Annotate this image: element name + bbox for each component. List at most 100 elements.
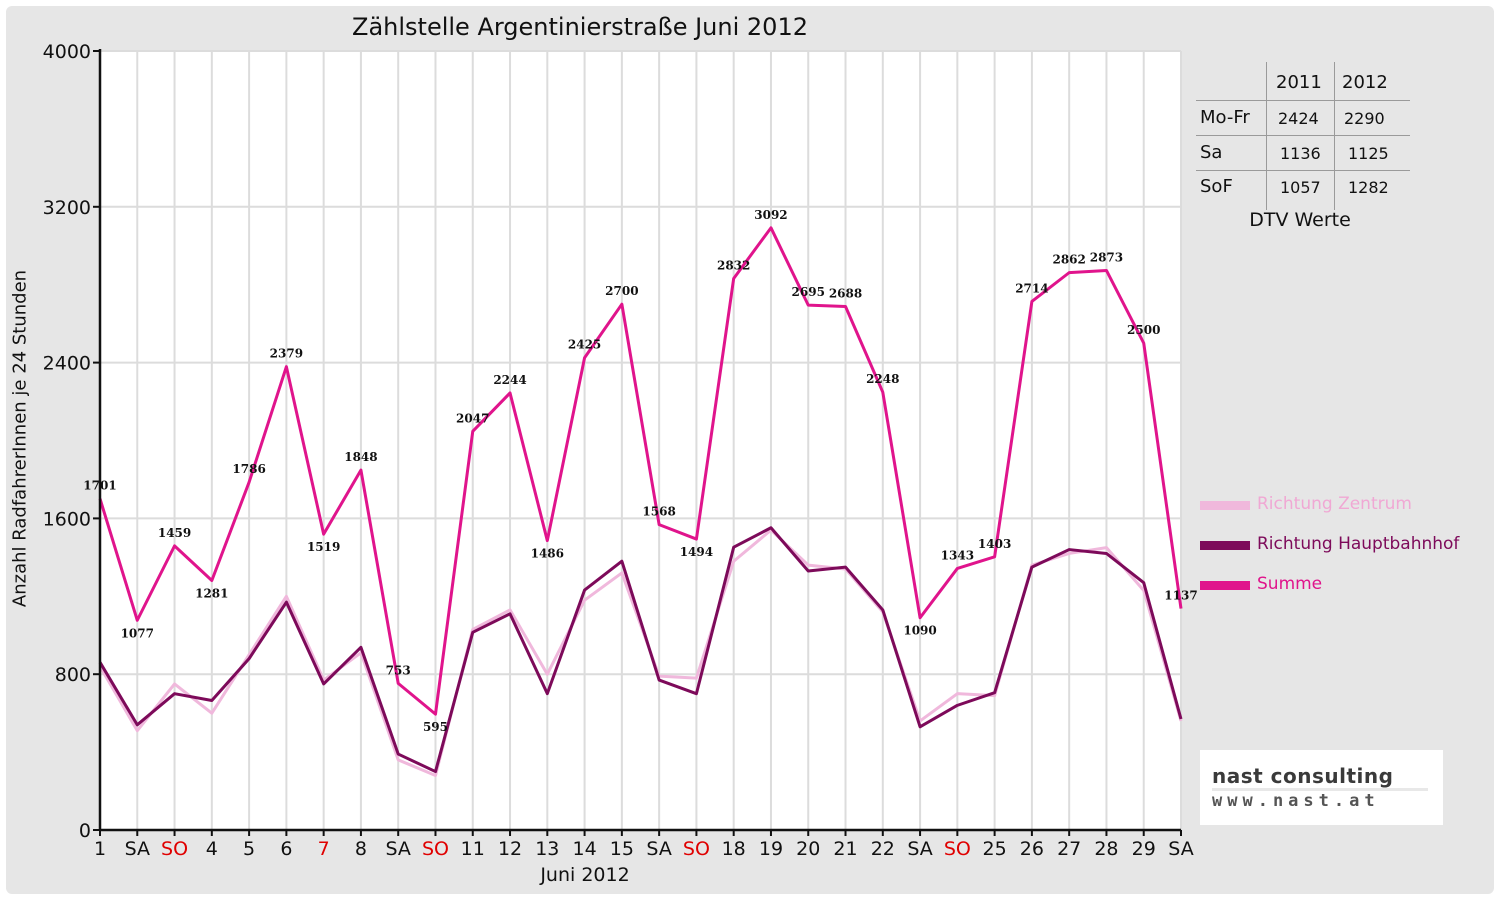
x-tick-label: 8 — [355, 838, 367, 860]
y-tick-label: 0 — [79, 820, 91, 842]
data-label: 2688 — [829, 287, 862, 301]
x-tick-label: 20 — [796, 838, 820, 860]
y-tick-label: 1600 — [43, 508, 91, 530]
company-logo: nast consulting www.nast.at — [1200, 750, 1443, 825]
x-tick-label: 12 — [498, 838, 522, 860]
legend-label: Richtung Zentrum — [1257, 494, 1412, 514]
data-label: 2244 — [493, 373, 526, 387]
table-cell: 1136 — [1280, 144, 1321, 163]
x-tick-label: 15 — [610, 838, 634, 860]
table-divider — [1196, 170, 1410, 171]
data-label: 2714 — [1015, 281, 1048, 295]
table-header-2011: 2011 — [1276, 72, 1322, 93]
table-cell: 1057 — [1280, 178, 1321, 197]
y-tick-label: 800 — [55, 664, 91, 686]
data-label: 1701 — [83, 479, 116, 493]
table-caption: DTV Werte — [1249, 209, 1351, 231]
x-tick-label: 1 — [94, 838, 106, 860]
data-label: 3092 — [754, 208, 787, 222]
legend-swatch — [1200, 501, 1250, 510]
data-label: 753 — [386, 663, 411, 677]
data-label: 2379 — [270, 347, 303, 361]
data-label: 1494 — [680, 545, 713, 559]
table-row-label: Mo-Fr — [1200, 107, 1250, 128]
x-tick-label: SO — [422, 838, 449, 860]
x-tick-label: 28 — [1094, 838, 1118, 860]
legend-swatch — [1200, 581, 1250, 590]
x-tick-label: 27 — [1057, 838, 1081, 860]
data-label: 1343 — [941, 548, 974, 562]
data-label: 2873 — [1090, 250, 1123, 264]
x-tick-label: SA — [1168, 838, 1193, 860]
data-label: 1786 — [232, 462, 265, 476]
data-label: 1403 — [978, 537, 1011, 551]
data-label: 595 — [423, 720, 448, 734]
x-tick-label: 18 — [722, 838, 746, 860]
y-tick-label: 3200 — [43, 197, 91, 219]
data-label: 2500 — [1127, 323, 1160, 337]
data-label: 2047 — [456, 411, 489, 425]
x-axis-label: Juni 2012 — [540, 864, 630, 886]
x-tick-label: 22 — [871, 838, 895, 860]
table-cell: 2424 — [1278, 109, 1319, 128]
x-tick-label: 4 — [206, 838, 218, 860]
data-label: 1848 — [344, 450, 377, 464]
data-label: 2700 — [605, 284, 638, 298]
table-divider — [1196, 100, 1410, 101]
x-tick-label: 5 — [243, 838, 255, 860]
x-tick-label: SO — [683, 838, 710, 860]
x-tick-label: 19 — [759, 838, 783, 860]
x-tick-label: SA — [125, 838, 150, 860]
x-tick-label: 11 — [461, 838, 485, 860]
data-label: 2695 — [792, 285, 825, 299]
data-label: 1281 — [195, 587, 228, 601]
data-label: 2862 — [1052, 253, 1085, 267]
table-divider — [1196, 135, 1410, 136]
chart-title: Zählstelle Argentinierstraße Juni 2012 — [352, 13, 808, 41]
x-tick-label: 14 — [572, 838, 596, 860]
plot-area — [100, 51, 1181, 830]
logo-name: nast consulting — [1212, 764, 1394, 788]
data-label: 1090 — [903, 624, 936, 638]
table-divider — [1334, 62, 1335, 210]
data-label: 2248 — [866, 372, 899, 386]
dtv-table: 2011 2012 Mo-Fr 2424 2290 Sa 1136 1125 S… — [1190, 62, 1430, 242]
y-tick-label: 2400 — [43, 353, 91, 375]
axes: 0 800 1600 2400 3200 4000 1 SA SO 4 5 6 7 8 SA SO 11 12 13… — [43, 41, 1194, 860]
series-line-summe — [98, 226, 1183, 716]
data-label: 2425 — [568, 338, 601, 352]
table-header-2012: 2012 — [1342, 72, 1388, 93]
data-label: 2832 — [717, 258, 750, 272]
x-tick-label: SO — [161, 838, 188, 860]
series-line-hauptbahnhof — [98, 526, 1183, 774]
legend-label: Richtung Hauptbahnhof — [1257, 534, 1460, 554]
x-tick-label: 21 — [833, 838, 857, 860]
x-tick-label: SA — [646, 838, 671, 860]
data-labels: 1701 1077 1459 1281 1786 2379 1519 1848 753 595 20… — [83, 208, 1197, 734]
x-tick-label: SO — [944, 838, 971, 860]
table-row-label: Sa — [1200, 142, 1223, 163]
x-tick-label: 25 — [983, 838, 1007, 860]
x-tick-label: 26 — [1020, 838, 1044, 860]
data-label: 1486 — [531, 547, 564, 561]
y-tick-label: 4000 — [43, 41, 91, 63]
table-cell: 2290 — [1344, 109, 1385, 128]
x-tick-label: 29 — [1132, 838, 1156, 860]
data-label: 1137 — [1164, 589, 1197, 603]
data-label: 1519 — [307, 540, 340, 554]
data-label: 1459 — [158, 526, 191, 540]
x-tick-label: 6 — [280, 838, 292, 860]
legend-label: Summe — [1257, 574, 1323, 594]
x-tick-label: SA — [907, 838, 932, 860]
legend-swatch — [1200, 541, 1250, 550]
data-label: 1568 — [642, 505, 675, 519]
series-lines — [98, 226, 1183, 777]
logo-url: www.nast.at — [1212, 791, 1380, 811]
series-line-zentrum — [98, 528, 1183, 777]
x-tick-label: 7 — [318, 838, 330, 860]
data-label: 1077 — [121, 626, 154, 640]
x-tick-label: SA — [385, 838, 410, 860]
table-cell: 1282 — [1348, 178, 1389, 197]
table-cell: 1125 — [1348, 144, 1389, 163]
